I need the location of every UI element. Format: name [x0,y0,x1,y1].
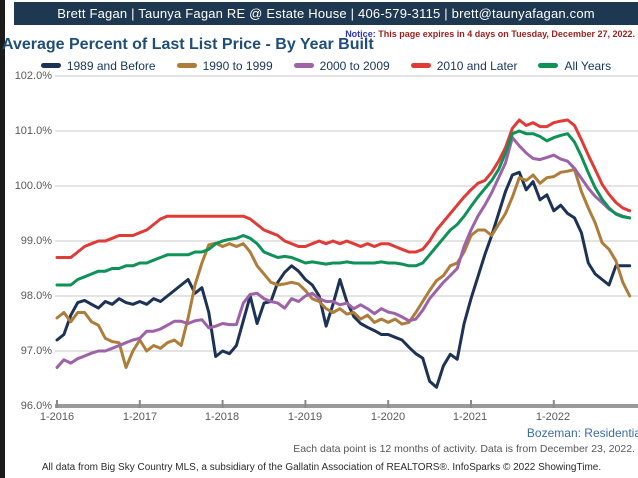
legend-item-2010-and-later[interactable]: 2010 and Later [410,58,518,73]
attribution-text: All data from Big Sky Country MLS, a sub… [41,462,602,473]
y-axis-label: 100.0% [14,180,52,192]
x-axis-label: 1-2017 [122,411,158,423]
window-edge [0,0,5,478]
agent-banner: Brett Fagan | Taunya Fagan RE @ Estate H… [14,2,638,25]
legend-label: 1989 and Before [66,58,156,73]
y-axis-label: 96.0% [20,400,52,412]
legend-label: 2000 to 2009 [319,58,390,73]
notice-label: Notice: [345,29,376,39]
legend-swatch-purple [293,63,314,68]
legend-swatch-brown [176,63,197,68]
legend-item-1990-to-1999[interactable]: 1990 to 1999 [176,58,273,73]
y-axis-label: 98.0% [20,290,52,302]
legend-swatch-green [538,63,559,68]
legend-item-1989-and-before[interactable]: 1989 and Before [40,58,156,73]
x-axis-label: 1-2016 [39,411,75,423]
agent-banner-text: Brett Fagan | Taunya Fagan RE @ Estate H… [57,6,595,21]
x-axis-label: 1-2022 [535,411,571,423]
legend-label: All Years [564,58,612,73]
notice-text: This page expires in 4 days on Tuesday, … [375,29,635,39]
market-label: Bozeman: Residentia [526,426,638,440]
y-axis-label: 102.0% [14,70,52,82]
legend-item-2000-to-2009[interactable]: 2000 to 2009 [293,58,390,73]
y-axis-label: 97.0% [20,345,52,357]
chart-legend: 1989 and Before 1990 to 1999 2000 to 200… [14,57,638,74]
y-axis-label: 101.0% [14,125,52,137]
x-axis-label: 1-2019 [287,411,323,423]
page-title: Average Percent of Last List Price - By … [2,36,374,53]
legend-label: 1990 to 1999 [202,58,273,73]
legend-swatch-red [410,63,431,68]
y-axis-label: 99.0% [20,235,52,247]
x-axis-label: 1-2020 [370,411,406,423]
x-axis-label: 1-2021 [452,411,488,423]
data-note: Each data point is 12 months of activity… [293,443,635,455]
x-axis-label: 1-2018 [204,411,240,423]
legend-swatch-navy [40,63,61,68]
expiry-notice: Notice: This page expires in 4 days on T… [345,29,635,39]
legend-item-all-years[interactable]: All Years [538,59,611,73]
legend-label: 2010 and Later [436,58,518,73]
